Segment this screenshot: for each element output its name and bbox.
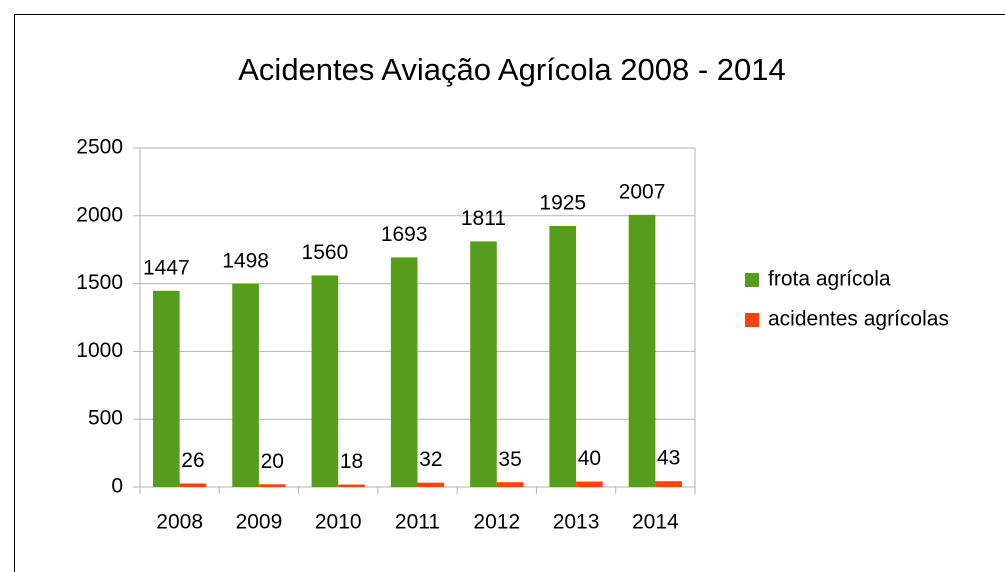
legend-swatch [745, 313, 759, 327]
bar [549, 225, 577, 487]
data-label: 40 [578, 447, 601, 470]
legend-label: frota agrícola [768, 268, 891, 291]
y-tick-label: 2500 [76, 136, 123, 159]
y-tick-label: 2000 [76, 203, 123, 226]
data-label: 43 [657, 447, 680, 470]
y-tick-label: 0 [111, 475, 123, 498]
x-tick-label: 2011 [395, 511, 440, 534]
x-tick-label: 2010 [315, 511, 362, 534]
bar [470, 241, 497, 487]
y-tick-label: 1000 [76, 339, 123, 362]
data-label: 1693 [381, 223, 428, 246]
bar [576, 481, 603, 487]
data-label: 32 [419, 448, 442, 471]
bar [655, 481, 682, 487]
y-tick-label: 1500 [76, 271, 123, 294]
x-tick-label: 2014 [632, 511, 679, 534]
data-label: 1560 [302, 241, 349, 264]
bar [232, 283, 259, 487]
chart-title: Acidentes Aviação Agrícola 2008 - 2014 [238, 52, 785, 87]
x-tick-label: 2012 [473, 511, 520, 534]
bar [179, 483, 207, 487]
data-label: 1447 [143, 256, 190, 279]
legend-label: acidentes agrícolas [768, 308, 949, 331]
data-label: 20 [261, 450, 284, 473]
bar [390, 257, 418, 487]
data-label: 1498 [222, 249, 269, 272]
data-label: 2007 [619, 180, 666, 203]
bar [338, 484, 365, 487]
bar [417, 482, 445, 487]
bar [311, 275, 339, 487]
bar [153, 290, 180, 487]
data-label: 1925 [539, 192, 586, 215]
x-tick-label: 2008 [156, 511, 203, 534]
bar [496, 482, 524, 487]
data-label: 1811 [461, 207, 506, 230]
bar [258, 484, 286, 487]
y-tick-label: 500 [88, 407, 123, 430]
data-label: 26 [181, 449, 204, 472]
data-label: 18 [340, 450, 363, 473]
bar [628, 214, 656, 487]
data-label: 35 [498, 448, 521, 471]
x-tick-label: 2009 [236, 511, 283, 534]
legend-swatch [745, 273, 759, 287]
x-tick-label: 2013 [553, 511, 600, 534]
